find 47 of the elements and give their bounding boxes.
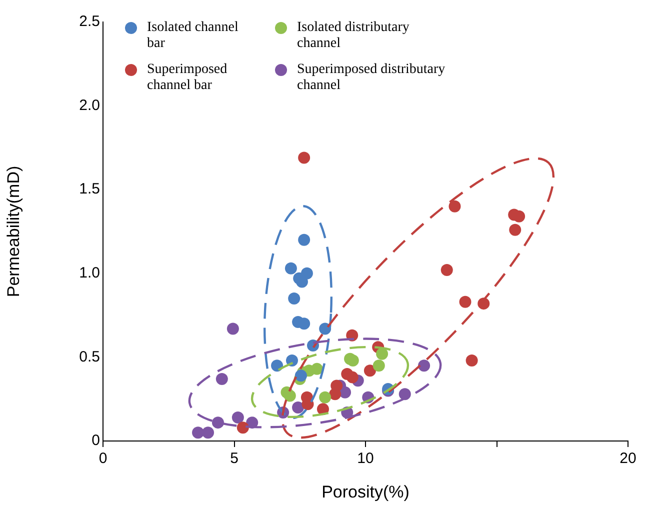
legend-label: Isolated channel bar (147, 20, 240, 52)
x-tick-label: 5 (230, 450, 238, 468)
y-axis-title: Permeability(mD) (4, 166, 23, 298)
y-tick-label: 0.5 (79, 348, 100, 366)
y-tick-label: 2.5 (79, 13, 100, 30)
point (440, 264, 453, 276)
point (212, 416, 224, 429)
point (192, 426, 204, 439)
point (298, 234, 310, 246)
point (346, 371, 358, 384)
point (298, 318, 310, 330)
point (376, 348, 388, 360)
point (310, 362, 323, 375)
y-tick-label: 2.0 (79, 96, 100, 114)
point (364, 364, 376, 377)
x-tick-label: 20 (620, 450, 636, 468)
point (236, 422, 249, 434)
point (398, 388, 411, 400)
point (286, 354, 298, 367)
x-axis-title: Porosity(%) (322, 482, 410, 502)
point (292, 401, 304, 414)
point (459, 296, 472, 308)
point (418, 360, 430, 372)
point (288, 292, 300, 305)
point (329, 388, 342, 400)
point (284, 262, 297, 274)
point (298, 152, 310, 164)
point (466, 354, 478, 367)
y-tick-label: 1.0 (79, 264, 100, 282)
legend-label: Superimposed channel bar (147, 62, 228, 94)
point (232, 412, 244, 424)
point (513, 210, 526, 222)
point (226, 322, 239, 335)
point (509, 224, 522, 236)
point (448, 200, 461, 212)
point (294, 370, 307, 382)
point (216, 372, 228, 385)
point (284, 390, 296, 402)
y-tick-label: 0 (92, 432, 100, 450)
point (202, 426, 214, 439)
point (319, 391, 332, 404)
y-tick-label: 1.5 (79, 180, 100, 198)
legend-label: Superimposed distributary channel (297, 62, 446, 94)
x-tick-label: 10 (357, 450, 374, 468)
legend-label: Isolated distributary channel (297, 20, 410, 52)
point (271, 360, 284, 372)
point (372, 360, 385, 372)
